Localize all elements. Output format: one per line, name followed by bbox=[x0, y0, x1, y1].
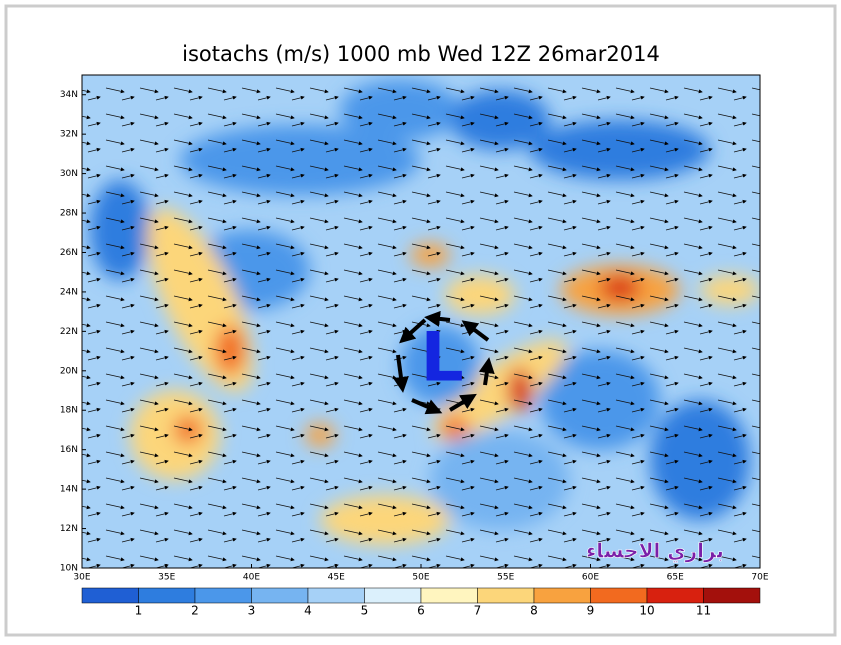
map-title: isotachs (m/s) 1000 mb Wed 12Z 26mar2014 bbox=[182, 42, 660, 66]
lon-label: 50E bbox=[412, 573, 429, 583]
lat-label: 12N bbox=[60, 524, 78, 534]
colorbar-swatch bbox=[477, 587, 535, 604]
lat-label: 22N bbox=[60, 327, 78, 337]
colorbar-label: 4 bbox=[304, 604, 312, 618]
lon-label: 30E bbox=[73, 573, 90, 583]
colorbar-label: 6 bbox=[417, 604, 425, 618]
colorbar-label: 9 bbox=[587, 604, 595, 618]
watermark: براري الاحساء bbox=[586, 539, 724, 564]
lat-label: 32N bbox=[60, 130, 78, 140]
lat-label: 14N bbox=[60, 485, 78, 495]
lat-label: 16N bbox=[60, 445, 78, 455]
colorbar-swatch bbox=[646, 587, 704, 604]
colorbar-swatch bbox=[251, 587, 309, 604]
lat-label: 28N bbox=[60, 209, 78, 219]
colorbar-label: 1 bbox=[135, 604, 143, 618]
lat-label: 10N bbox=[60, 564, 78, 574]
colorbar-swatch bbox=[533, 587, 591, 604]
colorbar-swatch bbox=[420, 587, 478, 604]
lon-label: 65E bbox=[667, 573, 684, 583]
colorbar-swatch bbox=[590, 587, 648, 604]
colorbar-swatch bbox=[194, 587, 252, 604]
colorbar-label: 2 bbox=[191, 604, 199, 618]
colorbar-label: 8 bbox=[530, 604, 538, 618]
colorbar-swatch bbox=[81, 587, 139, 604]
lon-label: 70E bbox=[751, 573, 768, 583]
lat-labels: 34N 32N 30N 28N 26N 24N 22N 20N 18N 16N 14N 12N 10N bbox=[60, 90, 86, 574]
colorbar-label: 11 bbox=[696, 604, 711, 618]
colorbar-swatch bbox=[703, 587, 761, 604]
lon-label: 45E bbox=[328, 573, 345, 583]
lon-label: 55E bbox=[497, 573, 514, 583]
lat-label: 30N bbox=[60, 169, 78, 179]
low-marker: L bbox=[420, 319, 463, 398]
colorbar-swatch bbox=[307, 587, 365, 604]
lon-label: 60E bbox=[582, 573, 599, 583]
lon-label: 35E bbox=[158, 573, 175, 583]
colorbar-label: 3 bbox=[248, 604, 256, 618]
circulation-arrows bbox=[393, 310, 495, 415]
colorbar-swatch bbox=[138, 587, 196, 604]
colorbar: 1 2 3 4 5 6 7 8 9 10 11 bbox=[81, 587, 761, 618]
lat-label: 34N bbox=[60, 90, 78, 100]
lat-label: 20N bbox=[60, 366, 78, 376]
colorbar-label: 7 bbox=[474, 604, 482, 618]
lon-label: 40E bbox=[243, 573, 260, 583]
lon-labels: 30E 35E 40E 45E 50E 55E 60E 65E 70E bbox=[73, 564, 769, 583]
colorbar-label: 10 bbox=[639, 604, 654, 618]
colorbar-swatch bbox=[364, 587, 422, 604]
lat-label: 24N bbox=[60, 287, 78, 297]
lat-label: 18N bbox=[60, 406, 78, 416]
lat-label: 26N bbox=[60, 248, 78, 258]
colorbar-label: 5 bbox=[361, 604, 369, 618]
